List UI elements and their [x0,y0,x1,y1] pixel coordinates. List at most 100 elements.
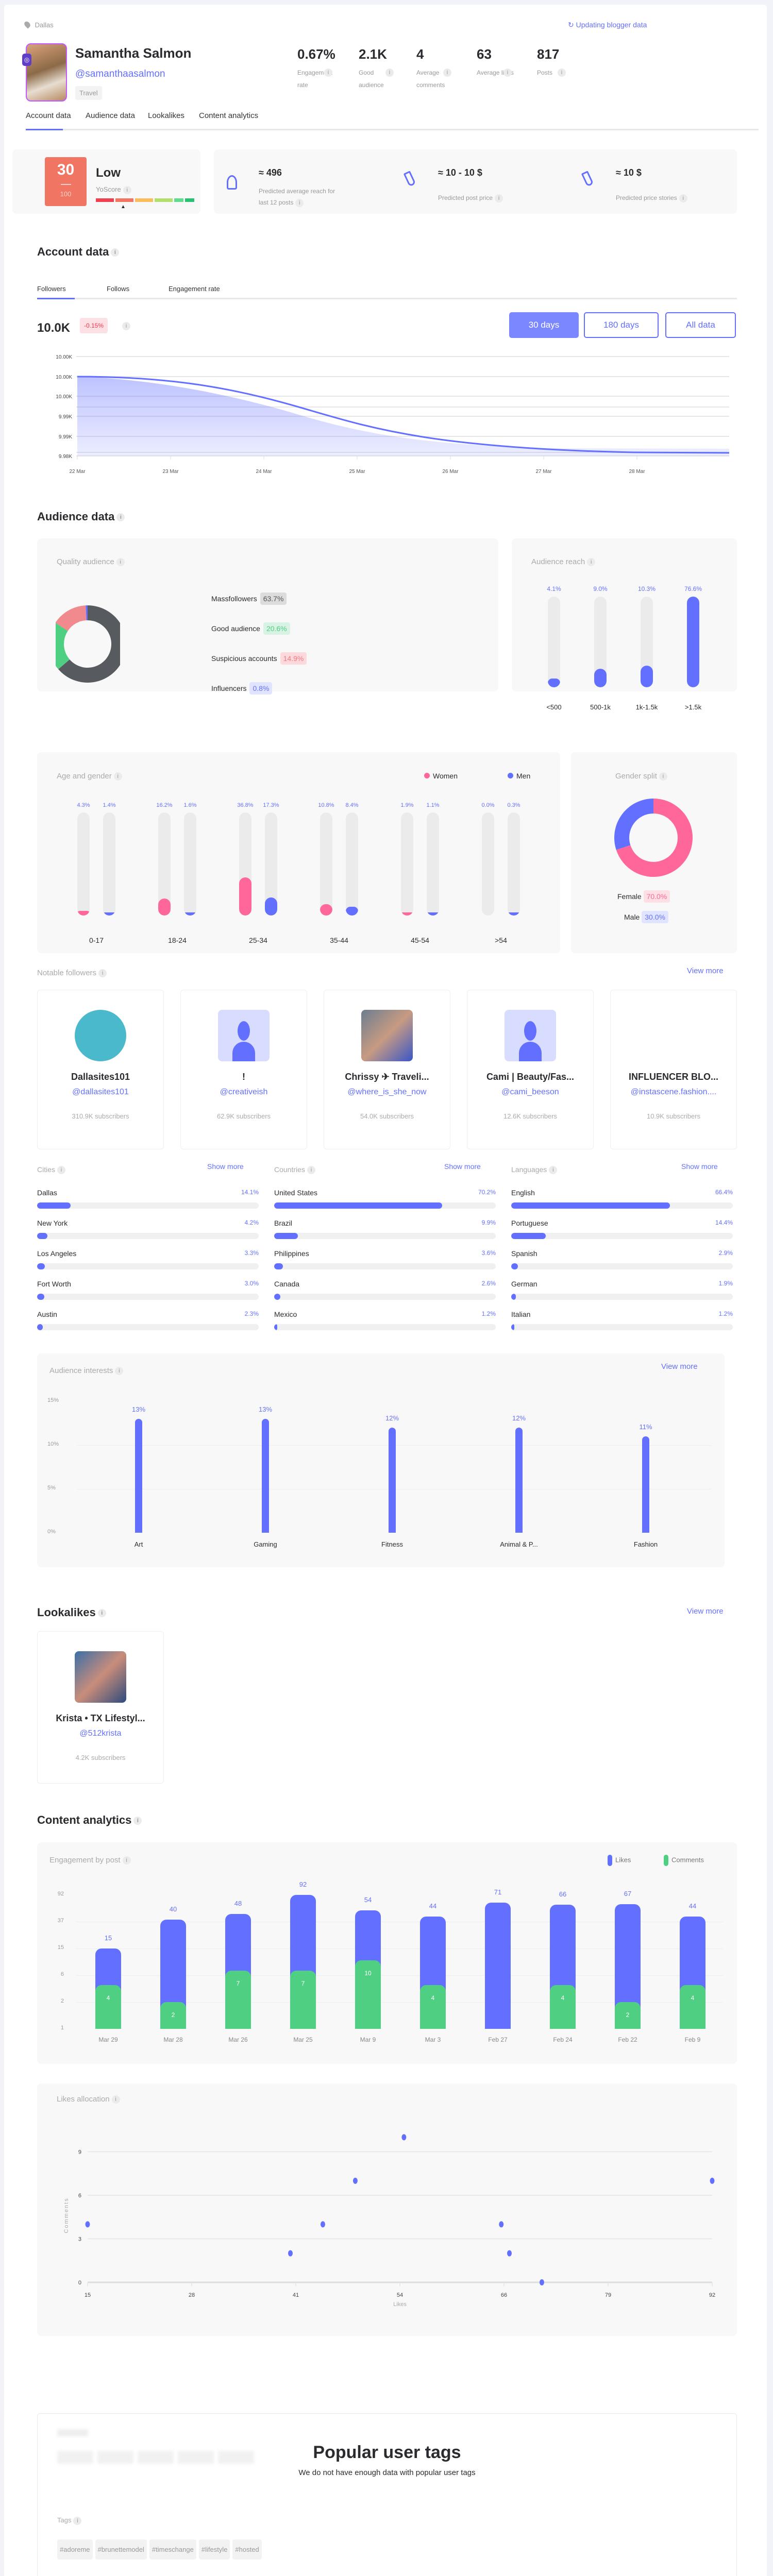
info-icon[interactable]: i [503,69,512,77]
profile-handle[interactable]: @samanthaasalmon [75,69,165,79]
notable-follower-card[interactable]: ! @creativeish 62.9K subscribers [180,990,307,1149]
tag-chip[interactable]: #lifestyle [198,2539,230,2560]
info-icon[interactable]: i [679,194,687,202]
info-icon[interactable]: i [324,69,332,77]
info-icon[interactable]: i [111,248,120,257]
svg-text:22 Mar: 22 Mar [69,469,86,474]
range-all-data-button[interactable]: All data [665,312,736,338]
default-user-icon [218,1010,270,1061]
info-icon[interactable]: i [97,1609,106,1618]
range-30-days-button[interactable]: 30 days [509,312,579,338]
tab-follows[interactable]: Follows [107,285,130,293]
avatar [26,43,67,101]
notable-follower-card[interactable]: INFLUENCER BLO... @instascene.fashion....… [610,990,737,1149]
tag-chip[interactable]: #timeschange [149,2539,196,2560]
comments-bar[interactable]: 4 [550,1985,576,2029]
info-icon[interactable]: i [133,1817,142,1825]
followers-change-badge: -0.15% [80,318,108,333]
info-icon[interactable]: i [57,1166,66,1175]
geo-label: United States [274,1189,318,1197]
info-icon[interactable]: i [295,198,304,207]
score-pointer-icon: ▲ [121,204,126,210]
quality-massfollowers: Massfollowers 63.7% [211,592,287,605]
comments-bar[interactable]: 4 [680,1985,705,2029]
info-icon[interactable]: i [111,2095,120,2104]
info-icon[interactable]: i [495,194,503,202]
svg-text:66: 66 [501,2292,507,2298]
info-icon[interactable]: i [116,513,125,522]
interests-view-more-link[interactable]: View more [661,1362,698,1371]
lookalike-avatar [75,1651,126,1703]
comments-bar[interactable]: 4 [95,1985,121,2029]
geo-value: 1.9% [718,1280,733,1287]
info-icon[interactable]: i [659,772,667,781]
reach-label: <500 [546,703,562,711]
comments-bar[interactable]: 2 [160,2002,186,2029]
geo-label: Dallas [37,1189,57,1197]
geo-value: 2.6% [481,1280,496,1287]
tab-active-indicator [26,129,63,130]
info-icon[interactable]: i [307,1166,315,1175]
notable-follower-card[interactable]: Cami | Beauty/Fas... @cami_beeson 12.6K su… [467,990,594,1149]
tab-engagement-rate[interactable]: Engagement rate [169,285,220,293]
notable-follower-card[interactable]: Chrissy ✈ Traveli... @where_is_she_now 54.… [324,990,450,1149]
info-icon[interactable]: i [443,69,451,77]
followers-count: 10.0K [37,321,71,335]
legend-women: Women [424,772,458,780]
interest-bar [262,1419,269,1533]
tags-title: Tags i [57,2516,82,2525]
info-icon[interactable]: i [587,558,596,567]
female-stat: Female 70.0% [617,890,670,903]
countries-show-more-link[interactable]: Show more [444,1162,481,1171]
legend-likes: Likes [608,1855,631,1866]
tag-chip[interactable]: #adoreme [57,2539,93,2560]
age-men-bar [508,812,520,916]
info-icon[interactable]: i [98,969,107,978]
info-icon[interactable]: i [558,69,566,77]
info-icon[interactable]: i [113,772,122,781]
info-icon[interactable]: i [549,1166,558,1175]
info-icon[interactable]: i [123,185,131,194]
notable-follower-card[interactable]: Dallasites101 @dallasites101 310.9K subscr… [37,990,164,1149]
comments-bar[interactable]: 4 [420,1985,446,2029]
svg-text:10.00K: 10.00K [56,394,72,400]
geo-bar [511,1294,733,1300]
comments-bar[interactable]: 7 [225,1971,251,2029]
info-icon[interactable]: i [116,558,125,567]
svg-text:9.99K: 9.99K [59,414,72,420]
info-icon[interactable]: i [122,322,130,330]
tab-content-analytics[interactable]: Content analytics [199,111,259,120]
info-icon[interactable]: i [73,2516,82,2525]
tab-audience-data[interactable]: Audience data [86,111,135,120]
comments-bar[interactable]: 10 [355,1960,381,2029]
comments-bar[interactable]: 2 [615,2002,641,2029]
men-dot-icon [508,773,513,778]
geo-value: 4.2% [244,1219,259,1226]
geo-value: 70.2% [478,1189,496,1196]
update-blogger-data-link[interactable]: ↻ Updating blogger data [568,21,647,29]
reach-bar [548,597,560,687]
tag-chip[interactable]: #hosted [232,2539,262,2560]
geo-bar [37,1263,259,1269]
cities-show-more-link[interactable]: Show more [207,1162,244,1171]
geo-label: Spanish [511,1249,537,1258]
tab-account-data[interactable]: Account data [26,111,71,120]
age-label: 35-44 [330,936,348,944]
comments-bar[interactable]: 7 [290,1971,316,2029]
lookalike-card[interactable]: Krista • TX Lifestyl... @512krista 4.2K … [37,1631,164,1784]
info-icon[interactable]: i [385,69,394,77]
lookalikes-view-more-link[interactable]: View more [687,1607,724,1616]
legend-comments: Comments [664,1855,704,1866]
info-icon[interactable]: i [115,1367,124,1376]
notable-view-more-link[interactable]: View more [687,967,724,975]
stat-average-comments: 4 Average comments i [416,46,468,91]
likes-bar[interactable] [485,1902,511,2029]
info-icon[interactable]: i [122,1856,131,1865]
range-180-days-button[interactable]: 180 days [584,312,659,338]
tag-chip[interactable]: #brunettemodel [95,2539,147,2560]
languages-show-more-link[interactable]: Show more [681,1162,718,1171]
instagram-icon: ◎ [22,54,31,66]
likes-allocation-title: Likes allocation i [57,2095,120,2104]
tab-followers[interactable]: Followers [37,285,66,293]
tab-lookalikes[interactable]: Lookalikes [148,111,184,120]
